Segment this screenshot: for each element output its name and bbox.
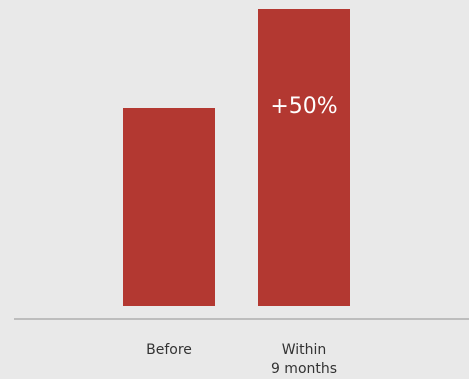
data-labels-layer: +50% (270, 94, 337, 119)
data-label-1: +50% (270, 94, 337, 119)
tick-labels-layer: Before Within 9 months (146, 342, 337, 377)
bar-1 (258, 9, 350, 306)
x-tick-label-line: 9 months (271, 361, 337, 377)
x-tick-label-1: Within 9 months (271, 342, 337, 377)
x-tick-label-line: Before (146, 342, 192, 358)
x-tick-label-0: Before (146, 342, 192, 358)
bars-layer (123, 9, 350, 306)
bar-0 (123, 108, 215, 306)
x-tick-label-line: Within (282, 342, 327, 358)
